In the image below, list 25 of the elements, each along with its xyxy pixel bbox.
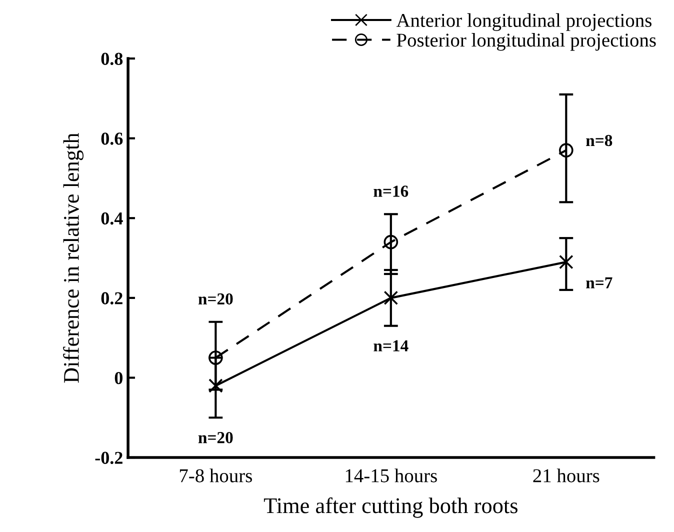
point <box>384 290 398 306</box>
annotation: n=20 <box>198 293 233 305</box>
x-tick-label: 7-8 hours <box>180 468 252 482</box>
y-tick-label: 0 <box>114 372 123 384</box>
point <box>208 350 223 365</box>
annotation: n=7 <box>586 277 612 288</box>
y-tick-label: 0.6 <box>101 132 123 145</box>
point <box>559 143 574 158</box>
y-tick-label: -0.2 <box>95 452 122 464</box>
annotation: n=20 <box>198 432 233 444</box>
y-tick-label: 0.8 <box>101 52 123 66</box>
x-tick-label: 14-15 hours <box>346 468 437 482</box>
y-axis-title: Difference in relative length <box>63 132 84 383</box>
point <box>384 234 398 250</box>
point <box>559 254 574 270</box>
legend-label: Posterior longitudinal projections <box>396 33 656 51</box>
point <box>208 378 223 393</box>
annotation: n=8 <box>586 134 612 146</box>
y-tick-label: 0.2 <box>101 292 122 304</box>
annotation: n=14 <box>374 340 408 352</box>
x-tick-label: 21 hours <box>533 468 600 482</box>
x-axis-title: Time after cutting both roots <box>264 497 518 518</box>
annotation: n=16 <box>374 186 408 197</box>
legend-label: Anterior longitudinal projections <box>396 13 652 31</box>
y-tick-label: 0.4 <box>101 212 123 225</box>
